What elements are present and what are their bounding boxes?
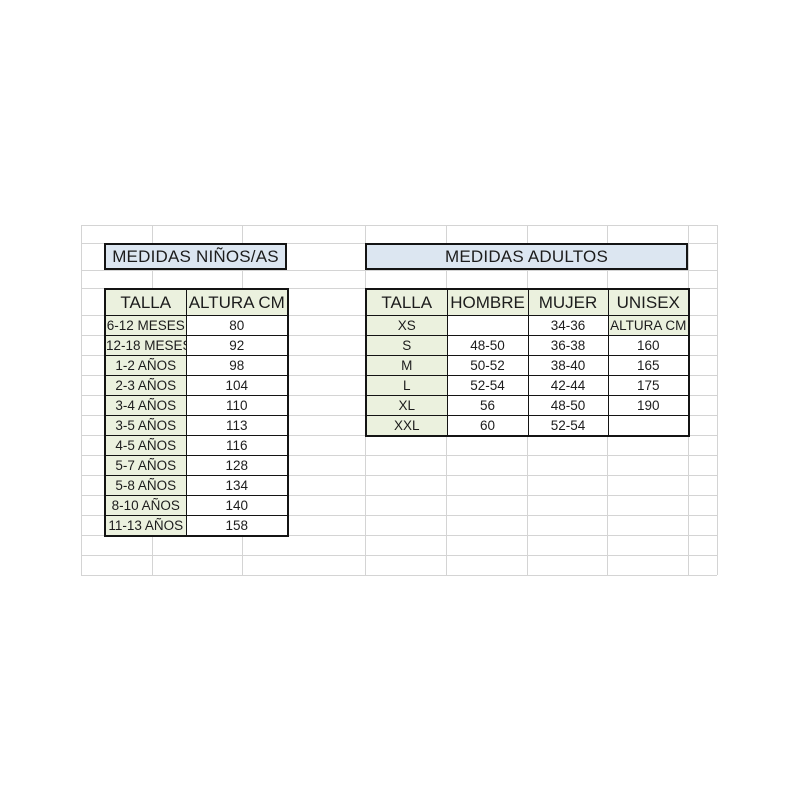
value-cell: 50-52 xyxy=(446,355,529,376)
value-cell: 158 xyxy=(185,515,289,537)
value-cell: 116 xyxy=(185,435,289,456)
column-header: TALLA xyxy=(104,288,187,316)
gridline-row xyxy=(81,455,717,456)
value-cell: 36-38 xyxy=(527,335,609,356)
children-header-row: TALLA ALTURA CM xyxy=(104,288,289,316)
value-cell: 104 xyxy=(185,375,289,396)
table-row: 5-8 AÑOS 134 xyxy=(104,475,289,496)
value-cell: 52-54 xyxy=(527,415,609,437)
table-row: 11-13 AÑOS 158 xyxy=(104,515,289,537)
table-row: XS 34-36 ALTURA CM xyxy=(365,315,690,336)
gridline-column xyxy=(81,225,82,575)
size-label-cell: M xyxy=(365,355,448,376)
value-cell: 34-36 xyxy=(527,315,609,336)
column-header: TALLA xyxy=(365,288,448,316)
value-cell: 38-40 xyxy=(527,355,609,376)
gridline-row xyxy=(81,495,717,496)
size-label-cell: XXL xyxy=(365,415,448,437)
table-row: 6-12 MESES 80 xyxy=(104,315,289,336)
value-cell: ALTURA CM xyxy=(607,315,690,336)
column-header: UNISEX xyxy=(607,288,690,316)
size-label-cell: 11-13 AÑOS xyxy=(104,515,187,537)
size-label-cell: 5-8 AÑOS xyxy=(104,475,187,496)
adults-size-table: TALLA HOMBRE MUJER UNISEX XS 34-36 ALTURA CM S… xyxy=(365,288,690,437)
column-header: ALTURA CM xyxy=(185,288,289,316)
size-label-cell: 3-4 AÑOS xyxy=(104,395,187,416)
gridline-row xyxy=(81,475,717,476)
column-header: MUJER xyxy=(527,288,609,316)
size-label-cell: XS xyxy=(365,315,448,336)
table-row: 1-2 AÑOS 98 xyxy=(104,355,289,376)
size-label-cell: 3-5 AÑOS xyxy=(104,415,187,436)
gridline-row xyxy=(81,535,717,536)
size-label-cell: XL xyxy=(365,395,448,416)
children-size-table: TALLA ALTURA CM 6-12 MESES 80 12-18 MESES 92… xyxy=(104,288,289,537)
value-cell: 190 xyxy=(607,395,690,416)
value-cell: 175 xyxy=(607,375,690,396)
size-label-cell: 4-5 AÑOS xyxy=(104,435,187,456)
value-cell: 140 xyxy=(185,495,289,516)
table-row: M 50-52 38-40 165 xyxy=(365,355,690,376)
value-cell: 56 xyxy=(446,395,529,416)
gridline-row xyxy=(81,225,717,226)
table-row: 3-5 AÑOS 113 xyxy=(104,415,289,436)
gridline-column xyxy=(717,225,718,575)
size-label-cell: 1-2 AÑOS xyxy=(104,355,187,376)
table-row: L 52-54 42-44 175 xyxy=(365,375,690,396)
value-cell: 52-54 xyxy=(446,375,529,396)
value-cell: 98 xyxy=(185,355,289,376)
table-row: 3-4 AÑOS 110 xyxy=(104,395,289,416)
table-row: 12-18 MESES 92 xyxy=(104,335,289,356)
table-row: S 48-50 36-38 160 xyxy=(365,335,690,356)
adults-header-row: TALLA HOMBRE MUJER UNISEX xyxy=(365,288,690,316)
table-row: XXL 60 52-54 xyxy=(365,415,690,437)
size-label-cell: 5-7 AÑOS xyxy=(104,455,187,476)
gridline-row xyxy=(81,270,717,271)
adults-table-title: MEDIDAS ADULTOS xyxy=(365,243,688,270)
children-table-title: MEDIDAS NIÑOS/AS xyxy=(104,243,287,270)
gridline-row xyxy=(81,575,717,576)
column-header: HOMBRE xyxy=(446,288,529,316)
size-label-cell: 12-18 MESES xyxy=(104,335,187,356)
value-cell xyxy=(607,415,690,437)
value-cell: 160 xyxy=(607,335,690,356)
value-cell: 165 xyxy=(607,355,690,376)
size-label-cell: S xyxy=(365,335,448,356)
value-cell: 113 xyxy=(185,415,289,436)
value-cell: 42-44 xyxy=(527,375,609,396)
size-label-cell: 2-3 AÑOS xyxy=(104,375,187,396)
value-cell: 48-50 xyxy=(527,395,609,416)
value-cell: 80 xyxy=(185,315,289,336)
value-cell: 128 xyxy=(185,455,289,476)
size-label-cell: L xyxy=(365,375,448,396)
gridline-row xyxy=(81,555,717,556)
table-row: 5-7 AÑOS 128 xyxy=(104,455,289,476)
table-row: 4-5 AÑOS 116 xyxy=(104,435,289,456)
value-cell: 110 xyxy=(185,395,289,416)
value-cell xyxy=(446,315,529,336)
value-cell: 60 xyxy=(446,415,529,437)
table-row: 8-10 AÑOS 140 xyxy=(104,495,289,516)
gridline-row xyxy=(81,515,717,516)
size-label-cell: 8-10 AÑOS xyxy=(104,495,187,516)
value-cell: 92 xyxy=(185,335,289,356)
value-cell: 134 xyxy=(185,475,289,496)
size-label-cell: 6-12 MESES xyxy=(104,315,187,336)
table-row: 2-3 AÑOS 104 xyxy=(104,375,289,396)
value-cell: 48-50 xyxy=(446,335,529,356)
table-row: XL 56 48-50 190 xyxy=(365,395,690,416)
